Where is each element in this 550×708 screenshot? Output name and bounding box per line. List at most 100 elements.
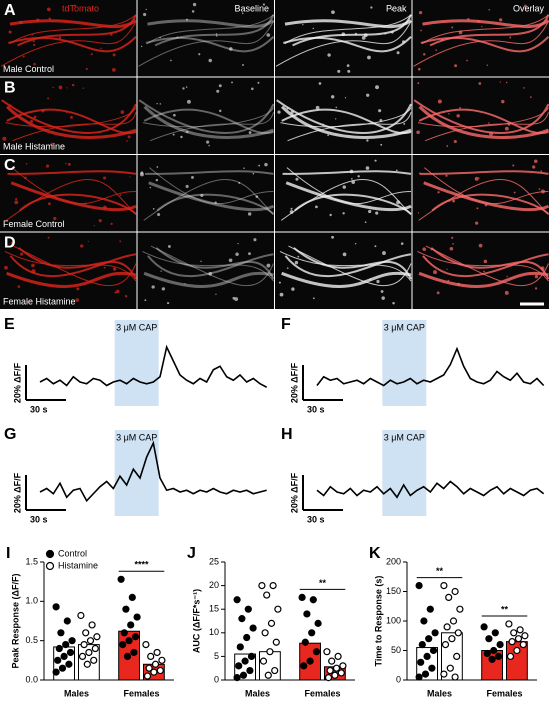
speck: [85, 67, 88, 71]
speck: [456, 114, 460, 118]
speck: [206, 140, 210, 144]
speck: [483, 259, 488, 264]
speck: [231, 81, 233, 84]
data-point: [309, 596, 317, 604]
speck: [264, 162, 268, 167]
speck: [447, 279, 450, 282]
data-point: [151, 660, 160, 668]
speck: [25, 162, 28, 165]
speck: [98, 219, 102, 223]
speck: [103, 266, 106, 269]
panel-letter: G: [4, 426, 16, 443]
data-point: [271, 666, 279, 675]
scale-label-x: 30 s: [307, 404, 325, 414]
speck: [499, 18, 503, 22]
speck: [22, 55, 25, 58]
speck: [120, 110, 125, 114]
speck: [218, 84, 222, 88]
micrograph: [275, 77, 412, 154]
speck: [475, 221, 479, 225]
data-point: [85, 648, 93, 657]
trace: [316, 480, 545, 499]
data-point: [243, 633, 251, 642]
speck: [330, 95, 335, 99]
speck: [327, 134, 329, 137]
speck: [186, 18, 189, 21]
x-tick-label: Males: [427, 688, 452, 698]
y-tick-label: 5: [214, 651, 219, 661]
speck: [67, 201, 69, 203]
data-point: [77, 611, 85, 620]
speck: [467, 18, 470, 21]
speck: [184, 283, 186, 285]
speck: [501, 99, 505, 104]
panel-letter: C: [4, 157, 16, 174]
speck: [418, 11, 423, 15]
speck: [291, 287, 295, 291]
data-point: [428, 664, 436, 672]
data-point: [142, 640, 150, 649]
speck: [66, 87, 68, 89]
speck: [73, 4, 77, 7]
speck: [126, 140, 128, 142]
data-point: [451, 673, 459, 681]
speck: [160, 270, 162, 272]
data-point: [514, 635, 523, 643]
speck: [214, 201, 217, 204]
speck: [119, 194, 122, 197]
filament: [7, 170, 137, 175]
data-point: [418, 640, 426, 649]
data-point: [241, 657, 249, 665]
data-point: [122, 605, 130, 613]
panel-letter: K: [369, 545, 381, 562]
speck: [237, 242, 239, 245]
speck: [290, 110, 294, 114]
data-point: [326, 666, 334, 675]
filament: [150, 245, 274, 287]
speck: [395, 169, 398, 172]
filament: [283, 36, 412, 53]
speck: [290, 207, 293, 210]
speck: [50, 142, 55, 146]
data-point: [445, 593, 453, 602]
speck: [41, 109, 45, 113]
data-point: [454, 629, 462, 637]
x-tick-label: Males: [245, 688, 270, 698]
data-point: [267, 619, 276, 627]
speck: [483, 270, 485, 273]
speck: [504, 126, 509, 131]
speck: [103, 176, 107, 180]
speck: [170, 59, 172, 62]
speck: [452, 199, 455, 203]
filament: [1, 99, 137, 134]
y-tick-label: 1.5: [25, 556, 38, 566]
speck: [351, 178, 353, 180]
speck: [36, 18, 40, 22]
data-point: [453, 652, 461, 661]
speck: [322, 123, 324, 126]
filament: [8, 36, 137, 53]
filament: [142, 250, 274, 282]
data-point: [446, 664, 454, 672]
bar: [416, 647, 439, 681]
speck: [84, 202, 87, 205]
speck: [417, 67, 421, 71]
data-point: [417, 658, 425, 666]
speck: [400, 242, 404, 245]
data-point: [246, 666, 254, 675]
data-point: [443, 623, 451, 631]
speck: [448, 113, 450, 115]
speck: [9, 104, 12, 107]
speck: [140, 45, 143, 48]
speck: [302, 24, 304, 26]
speck: [185, 86, 188, 88]
speck: [396, 200, 401, 205]
speck: [180, 135, 183, 139]
speck: [449, 246, 454, 251]
speck: [215, 33, 218, 35]
panel-letter: D: [4, 235, 16, 252]
data-point: [233, 596, 241, 604]
data-point: [66, 648, 75, 657]
column-label: Peak: [386, 3, 407, 13]
